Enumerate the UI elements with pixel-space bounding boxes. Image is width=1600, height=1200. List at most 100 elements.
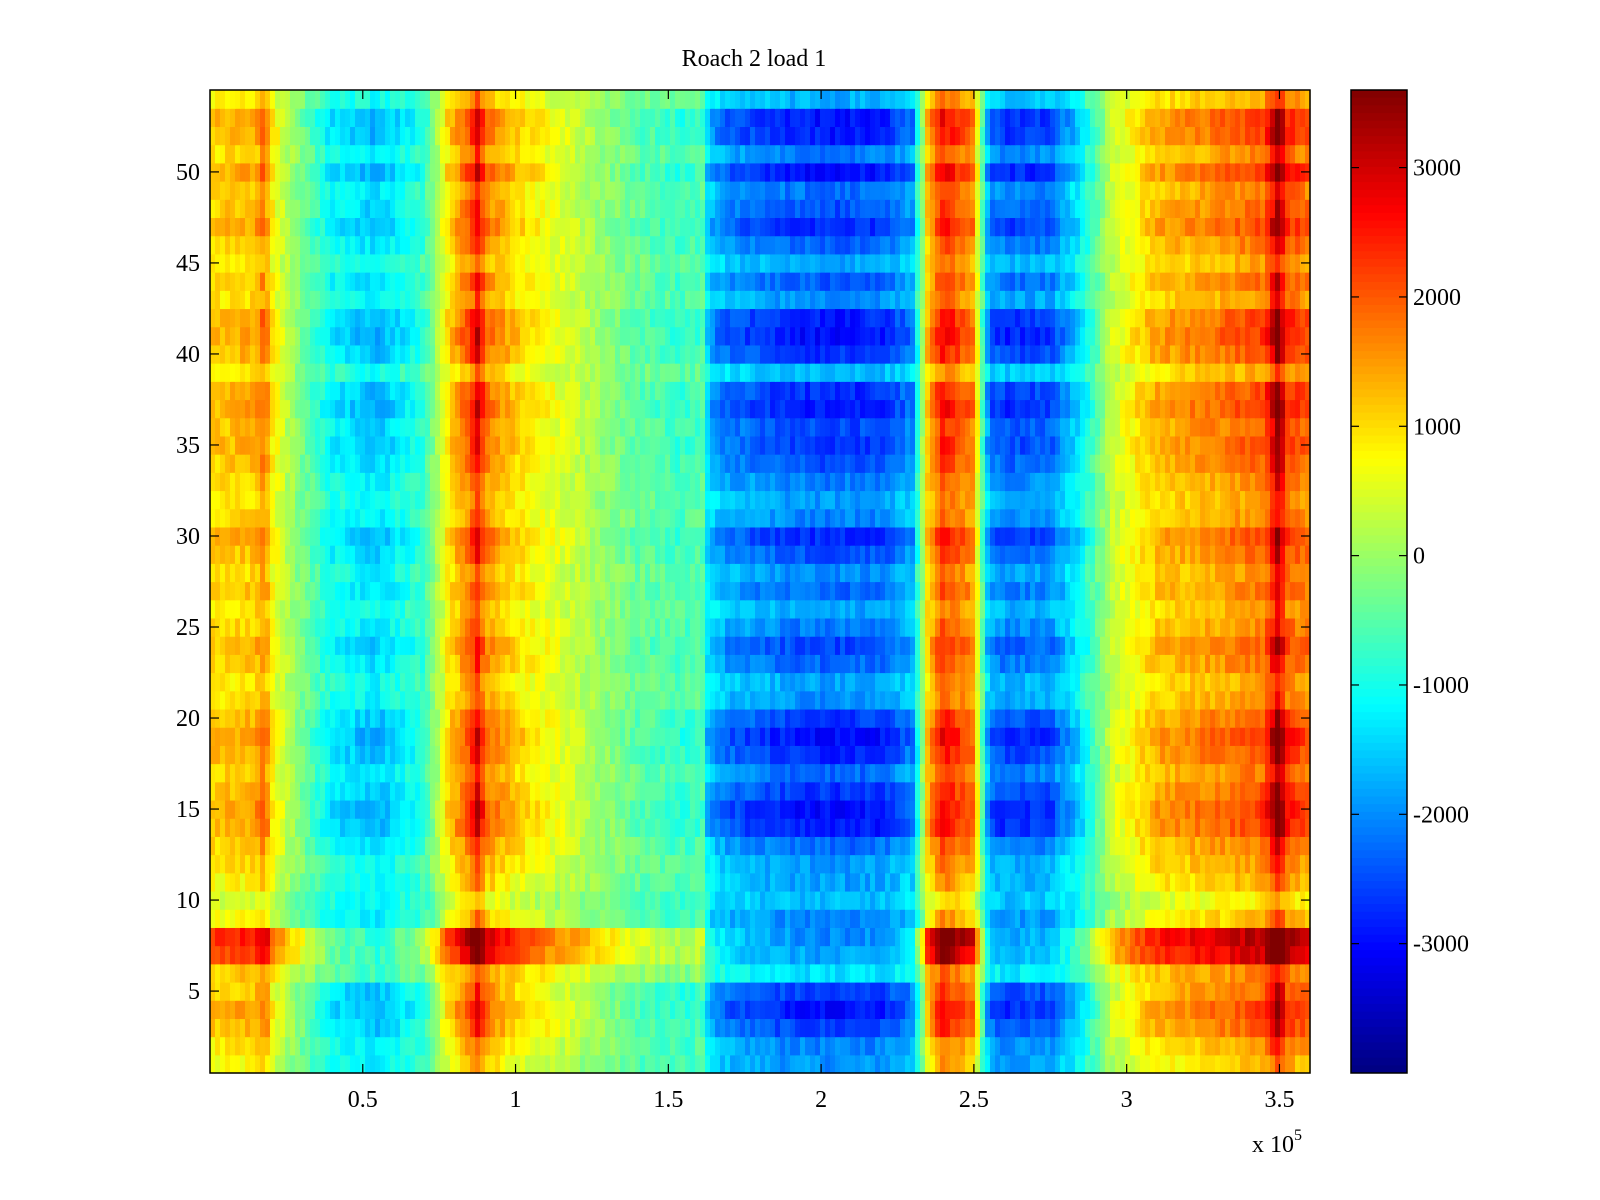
heatmap-cell bbox=[720, 1036, 726, 1056]
heatmap-cell bbox=[300, 763, 306, 783]
heatmap-cell bbox=[1120, 1036, 1126, 1056]
heatmap-cell bbox=[285, 981, 291, 1001]
heatmap-cell bbox=[270, 945, 276, 965]
heatmap-cell bbox=[1025, 909, 1031, 928]
heatmap-cell bbox=[905, 818, 911, 837]
heatmap-cell bbox=[215, 854, 221, 874]
heatmap-cell bbox=[1090, 672, 1096, 692]
heatmap-cell bbox=[360, 672, 366, 692]
heatmap-cell bbox=[1020, 672, 1026, 692]
heatmap-cell bbox=[660, 745, 666, 765]
heatmap-cell bbox=[565, 1036, 571, 1056]
heatmap-cell bbox=[480, 818, 486, 837]
heatmap-cell bbox=[550, 909, 556, 928]
heatmap-cell bbox=[810, 836, 816, 856]
heatmap-cell bbox=[385, 927, 391, 947]
heatmap-cell bbox=[275, 1036, 281, 1056]
heatmap-cell bbox=[605, 708, 611, 728]
heatmap-cell bbox=[1025, 927, 1031, 947]
heatmap-cell bbox=[1225, 727, 1231, 746]
heatmap-cell bbox=[220, 818, 226, 837]
heatmap-cell bbox=[1255, 763, 1261, 783]
heatmap-cell bbox=[1285, 836, 1291, 856]
heatmap-cell bbox=[855, 927, 861, 947]
heatmap-cell bbox=[1065, 727, 1071, 746]
heatmap-cell bbox=[240, 1054, 246, 1074]
heatmap-cell bbox=[1065, 836, 1071, 856]
heatmap-cell bbox=[670, 981, 676, 1001]
heatmap-cell bbox=[825, 854, 831, 874]
heatmap-cell bbox=[875, 708, 881, 728]
heatmap-cell bbox=[510, 1054, 516, 1074]
heatmap-cell bbox=[305, 745, 311, 765]
heatmap-cell bbox=[710, 654, 716, 674]
heatmap-cell bbox=[1030, 1036, 1036, 1056]
heatmap-cell bbox=[750, 836, 756, 856]
heatmap-cell bbox=[400, 836, 406, 856]
heatmap-cell bbox=[1075, 781, 1081, 801]
heatmap-cell bbox=[815, 745, 821, 765]
heatmap-cell bbox=[805, 1018, 811, 1038]
heatmap-cell bbox=[320, 1054, 326, 1074]
heatmap-cell bbox=[510, 690, 516, 710]
heatmap-cell bbox=[1010, 1018, 1016, 1038]
heatmap-cell bbox=[960, 872, 966, 892]
heatmap-cell bbox=[375, 1036, 381, 1056]
heatmap-cell bbox=[385, 745, 391, 765]
heatmap-cell bbox=[885, 945, 891, 965]
heatmap-cell bbox=[290, 945, 296, 965]
heatmap-cell bbox=[615, 672, 621, 692]
heatmap-cell bbox=[710, 708, 716, 728]
heatmap-cell bbox=[220, 672, 226, 692]
heatmap-cell bbox=[860, 799, 866, 819]
heatmap-cell bbox=[285, 763, 291, 783]
heatmap-cell bbox=[820, 1018, 826, 1038]
heatmap-cell bbox=[280, 927, 286, 947]
heatmap-cell bbox=[1170, 763, 1176, 783]
heatmap-cell bbox=[855, 818, 861, 837]
heatmap-cell bbox=[1255, 909, 1261, 928]
heatmap-cell bbox=[590, 763, 596, 783]
heatmap-cell bbox=[1145, 1018, 1151, 1038]
heatmap-cell bbox=[665, 1036, 671, 1056]
heatmap-cell bbox=[240, 708, 246, 728]
heatmap-cell bbox=[470, 763, 476, 783]
heatmap-cell bbox=[735, 909, 741, 928]
heatmap-cell bbox=[825, 763, 831, 783]
heatmap-cell bbox=[1205, 745, 1211, 765]
heatmap-cell bbox=[1005, 927, 1011, 947]
heatmap-cell bbox=[825, 818, 831, 837]
heatmap-cell bbox=[465, 745, 471, 765]
heatmap-cell bbox=[385, 727, 391, 746]
heatmap-cell bbox=[805, 1000, 811, 1019]
heatmap-cell bbox=[445, 963, 451, 983]
heatmap-cell bbox=[910, 672, 916, 692]
heatmap-cell bbox=[560, 763, 566, 783]
heatmap-cell bbox=[750, 1054, 756, 1074]
heatmap-cell bbox=[210, 818, 216, 837]
heatmap-cell bbox=[1190, 890, 1196, 910]
heatmap-cell bbox=[1095, 690, 1101, 710]
heatmap-cell bbox=[380, 963, 386, 983]
heatmap-cell bbox=[820, 763, 826, 783]
heatmap-cell bbox=[765, 690, 771, 710]
heatmap-cell bbox=[600, 1018, 606, 1038]
heatmap-cell bbox=[830, 654, 836, 674]
heatmap-cell bbox=[1055, 1054, 1061, 1074]
heatmap-cell bbox=[260, 890, 266, 910]
heatmap-cell bbox=[735, 818, 741, 837]
heatmap-cell bbox=[1190, 708, 1196, 728]
heatmap-cell bbox=[945, 1000, 951, 1019]
heatmap-cell bbox=[540, 945, 546, 965]
heatmap-cell bbox=[595, 963, 601, 983]
heatmap-cell bbox=[365, 927, 371, 947]
heatmap-cell bbox=[685, 818, 691, 837]
heatmap-cell bbox=[1210, 1018, 1216, 1038]
heatmap-cell bbox=[1015, 1036, 1021, 1056]
heatmap-cell bbox=[725, 872, 731, 892]
heatmap-cell bbox=[1210, 781, 1216, 801]
heatmap-cell bbox=[625, 781, 631, 801]
heatmap-cell bbox=[1095, 927, 1101, 947]
heatmap-cell bbox=[300, 945, 306, 965]
heatmap-cell bbox=[1180, 927, 1186, 947]
